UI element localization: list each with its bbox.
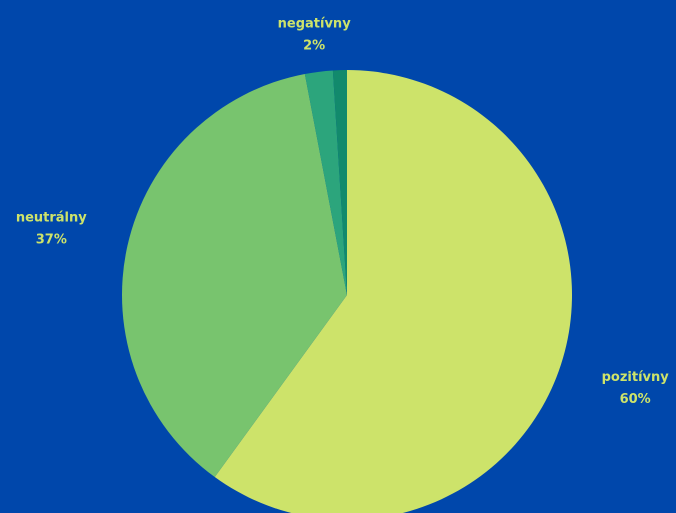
slice-label: neutrálny bbox=[16, 210, 87, 225]
slice-label: pozitívny bbox=[602, 370, 670, 385]
pie-slice bbox=[304, 70, 347, 295]
slice-value: 60% bbox=[620, 392, 651, 407]
slice-label: negatívny bbox=[278, 17, 352, 32]
pie-slice bbox=[214, 70, 572, 513]
pie-slice bbox=[332, 70, 347, 295]
slice-value: 2% bbox=[303, 39, 325, 54]
pie-slice bbox=[121, 73, 347, 478]
slice-value: 37% bbox=[36, 232, 67, 247]
